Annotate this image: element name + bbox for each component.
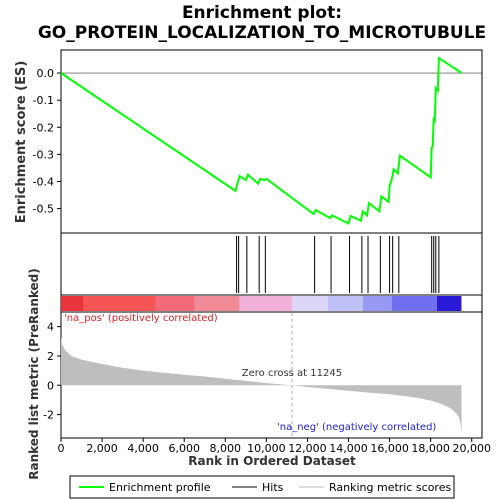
zero-cross-label: Zero cross at 11245 — [242, 368, 342, 379]
x-tick-label: 2,000 — [86, 442, 118, 455]
negative-label: 'na_neg' (negatively correlated) — [277, 422, 436, 433]
es-y-tick-label: -0.5 — [33, 203, 54, 216]
chart-title-line-1: Enrichment plot: — [182, 3, 342, 23]
x-tick-label: 6,000 — [168, 442, 200, 455]
legend-frame — [69, 475, 455, 499]
es-y-tick-label: 0.0 — [37, 67, 55, 80]
ranking-heatmap-bar — [61, 296, 462, 311]
heatmap-segment — [61, 296, 84, 311]
hits-panel — [60, 232, 483, 296]
es-y-ticks: 0.0 -0.1 -0.2 -0.3 -0.4 -0.5 — [33, 67, 61, 216]
heatmap-segment — [239, 296, 292, 311]
es-panel: 0.0 -0.1 -0.2 -0.3 -0.4 -0.5 Enrichment score… — [14, 49, 483, 234]
es-y-tick-label: -0.3 — [33, 148, 54, 161]
x-tick-label: 8,000 — [210, 442, 242, 455]
es-y-tick-label: -0.4 — [33, 175, 54, 188]
metric-y-tick-label: 4 — [47, 321, 54, 334]
legend-label-enrichment-profile: Enrichment profile — [109, 481, 211, 494]
hits-panel-frame — [60, 232, 483, 296]
positive-label: 'na_pos' (positively correlated) — [64, 313, 218, 324]
es-y-axis-label: Enrichment score (ES) — [14, 61, 29, 224]
x-tick-label: 16,000 — [370, 442, 409, 455]
x-tick-label: 18,000 — [411, 442, 450, 455]
legend-label-ranking-metric: Ranking metric scores — [329, 481, 451, 494]
metric-y-axis-label: Ranked list metric (PreRanked) — [27, 268, 41, 480]
x-tick-label: 20,000 — [452, 442, 491, 455]
heatmap-segment — [194, 296, 240, 311]
metric-panel: 4 2 0 -2 'na_pos' (positively correlated) '… — [27, 268, 483, 480]
heatmap-segment — [436, 296, 462, 311]
metric-y-tick-label: 0 — [47, 379, 54, 392]
x-axis-ticks: 0 2,000 4,000 6,000 8,000 10,000 12,000 14,000 1… — [58, 438, 491, 455]
x-tick-label: 0 — [58, 442, 65, 455]
chart-title-line-2: GO_PROTEIN_LOCALIZATION_TO_MICROTUBULE — [38, 23, 486, 43]
es-y-tick-label: -0.1 — [33, 94, 54, 107]
heatmap-segment — [362, 296, 392, 311]
heatmap-segment — [291, 296, 328, 311]
x-tick-label: 14,000 — [329, 442, 368, 455]
metric-y-tick-label: 2 — [47, 350, 54, 363]
ranking-metric-area — [61, 336, 462, 434]
heatmap-segment — [391, 296, 437, 311]
hit-lines — [236, 236, 440, 293]
es-y-tick-label: -0.2 — [33, 121, 54, 134]
heatmap-segment — [155, 296, 195, 311]
metric-y-ticks: 4 2 0 -2 — [43, 321, 61, 422]
heatmap-segment — [83, 296, 156, 311]
legend: Enrichment profile Hits Ranking metric s… — [69, 475, 455, 499]
enrichment-profile-line — [60, 56, 463, 225]
x-axis-label: Rank in Ordered Dataset — [188, 454, 356, 468]
es-panel-frame — [60, 49, 483, 234]
x-tick-label: 10,000 — [247, 442, 286, 455]
heatmap-segment — [327, 296, 363, 311]
metric-y-tick-label: -2 — [43, 409, 54, 422]
ranking-heatmap-panel — [60, 294, 483, 313]
legend-label-hits: Hits — [262, 481, 284, 494]
x-tick-label: 12,000 — [288, 442, 327, 455]
x-tick-label: 4,000 — [127, 442, 159, 455]
